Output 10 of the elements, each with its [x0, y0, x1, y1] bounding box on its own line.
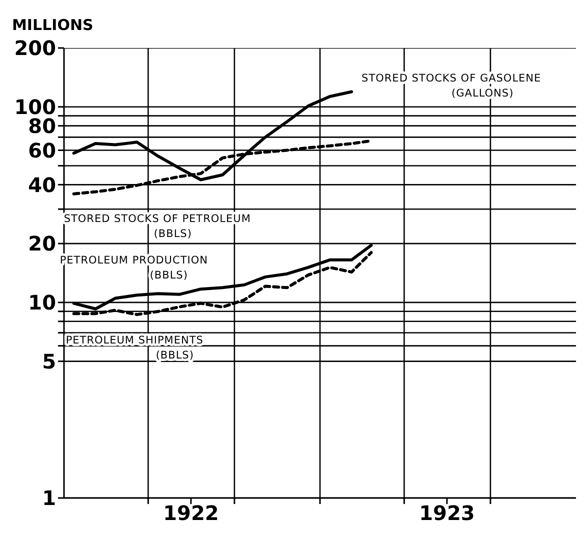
y-tick-label: 200: [14, 36, 56, 60]
y-tick-label: 60: [28, 138, 56, 162]
y-tick-label: 1: [42, 486, 56, 510]
y-tick-label: 40: [28, 172, 56, 197]
x-tick-label: 1922: [163, 501, 219, 526]
x-tick-label: 1923: [419, 501, 475, 526]
y-axis-title: MILLIONS: [12, 16, 94, 34]
y-tick-label: 5: [42, 349, 56, 374]
y-tick-label: 10: [28, 290, 56, 315]
y-tick-label: 20: [28, 232, 56, 256]
